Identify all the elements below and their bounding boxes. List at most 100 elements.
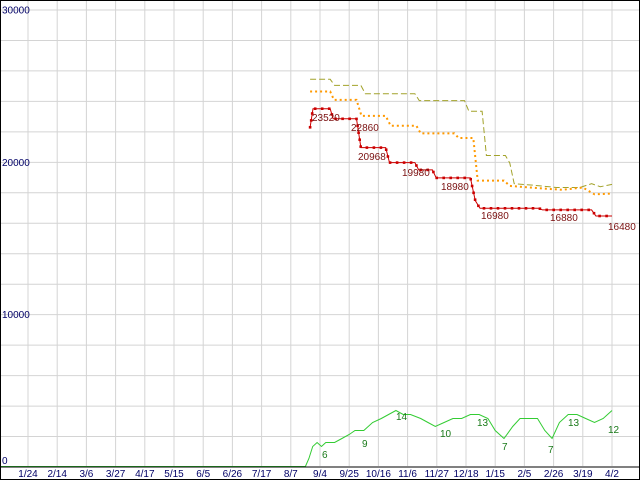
lowest-price-marker (309, 119, 313, 122)
y-axis-label: 0 (2, 456, 8, 467)
lowest-price-marker (384, 148, 388, 151)
lowest-price-marker (587, 208, 590, 212)
lowest-price-marker (605, 214, 608, 218)
lowest-price-marker (419, 168, 422, 172)
x-axis-label: 9/4 (313, 469, 327, 480)
lowest-price-marker (341, 117, 344, 121)
x-axis-label: 7/17 (252, 469, 272, 480)
lowest-price-marker (395, 161, 399, 164)
y-axis-label: 10000 (2, 310, 30, 321)
lowest-price-marker (598, 214, 601, 218)
lowest-price-marker (472, 191, 475, 195)
x-axis-label: 4/17 (135, 469, 155, 480)
lowest-price-marker (545, 208, 548, 212)
shop-count-value-label: 13 (568, 418, 580, 429)
lowest-price-marker (435, 176, 438, 180)
lowest-price-marker (469, 177, 472, 181)
lowest-price-marker (327, 107, 331, 110)
lowest-price-marker (510, 207, 514, 210)
lowest-price-marker (365, 146, 369, 149)
lowest-price-marker (489, 207, 493, 210)
lowest-price-marker (359, 145, 362, 148)
shop-count-value-label: 7 (548, 445, 554, 456)
lowest-price-value-label: 16980 (481, 211, 509, 222)
lowest-price-marker (538, 207, 542, 210)
shop-count-value-label: 10 (440, 429, 452, 440)
lowest-price-marker (358, 138, 361, 141)
lowest-price-marker (573, 208, 576, 212)
lowest-price-marker (310, 112, 314, 115)
lowest-price-marker (477, 204, 480, 208)
x-axis-label: 2/26 (544, 469, 564, 480)
lowest-price-marker (559, 208, 562, 212)
lowest-price-marker (330, 113, 334, 116)
x-axis-label: 8/7 (284, 469, 298, 480)
lowest-price-marker (402, 161, 406, 164)
shop-count-value-label: 14 (396, 412, 408, 423)
x-axis-label: 1/15 (485, 469, 505, 480)
x-axis-label: 11/27 (425, 469, 450, 480)
lowest-price-marker (357, 131, 360, 134)
lowest-price-marker (592, 211, 596, 215)
lowest-price-marker (524, 207, 528, 210)
x-axis-label: 3/19 (573, 469, 593, 480)
lowest-price-marker (566, 208, 569, 212)
x-axis-label: 1/24 (18, 469, 38, 480)
lowest-price-line (309, 108, 612, 217)
lowest-price-marker (470, 184, 474, 188)
lowest-price-marker (334, 117, 337, 121)
lowest-price-value-label: 22860 (351, 123, 379, 134)
lowest-price-marker (386, 155, 390, 158)
lowest-price-value-label: 19980 (402, 168, 430, 179)
lowest-price-marker (496, 207, 500, 210)
lowest-price-marker (409, 161, 413, 164)
lowest-price-marker (449, 176, 452, 180)
lowest-price-marker (456, 176, 459, 180)
lowest-price-marker (482, 207, 486, 210)
x-axis-label: 2/14 (47, 469, 67, 480)
lowest-price-marker (320, 107, 324, 110)
lowest-price-marker (388, 161, 392, 164)
lowest-price-marker (463, 176, 466, 180)
lowest-price-marker (415, 164, 418, 167)
lowest-price-marker (473, 198, 477, 201)
lowest-price-marker (580, 208, 583, 212)
lowest-price-marker (313, 107, 317, 110)
x-axis-label: 4/2 (605, 469, 619, 480)
lowest-price-marker (356, 124, 359, 128)
lowest-price-marker (426, 168, 429, 172)
lowest-price-value-label: 23520 (312, 113, 340, 124)
x-axis-label: 5/15 (164, 469, 184, 480)
lowest-price-value-label: 18980 (441, 182, 469, 193)
x-axis-label: 6/5 (196, 469, 210, 480)
lowest-price-marker (517, 207, 521, 210)
lowest-price-marker (355, 117, 358, 121)
lowest-price-marker (372, 146, 376, 149)
lowest-price-marker (432, 170, 435, 174)
lowest-price-marker (503, 207, 507, 210)
average-price-line (310, 90, 613, 196)
shop-count-line (0, 409, 613, 467)
lowest-price-marker (442, 176, 445, 180)
lowest-price-value-label: 16480 (608, 222, 636, 233)
lowest-price-value-label: 20968 (358, 152, 386, 163)
x-axis-label: 3/6 (79, 469, 93, 480)
x-axis-label: 2/5 (517, 469, 531, 480)
lowest-price-marker (531, 207, 535, 210)
x-axis-label: 3/27 (106, 469, 126, 480)
x-axis-label: 6/26 (223, 469, 243, 480)
x-axis-label: 11/6 (398, 469, 417, 480)
shop-count-value-label: 6 (322, 450, 328, 461)
shop-count-value-label: 13 (477, 418, 489, 429)
y-axis-label: 30000 (2, 6, 30, 17)
lowest-price-marker (552, 208, 555, 212)
x-axis-label: 10/16 (366, 469, 391, 480)
x-axis-label: 9/25 (339, 469, 359, 480)
y-axis-label: 20000 (2, 158, 30, 169)
lowest-price-marker (348, 117, 351, 121)
x-axis-label: 12/18 (453, 469, 478, 480)
shop-count-value-label: 12 (608, 425, 620, 436)
shop-count-value-label: 7 (502, 442, 508, 453)
